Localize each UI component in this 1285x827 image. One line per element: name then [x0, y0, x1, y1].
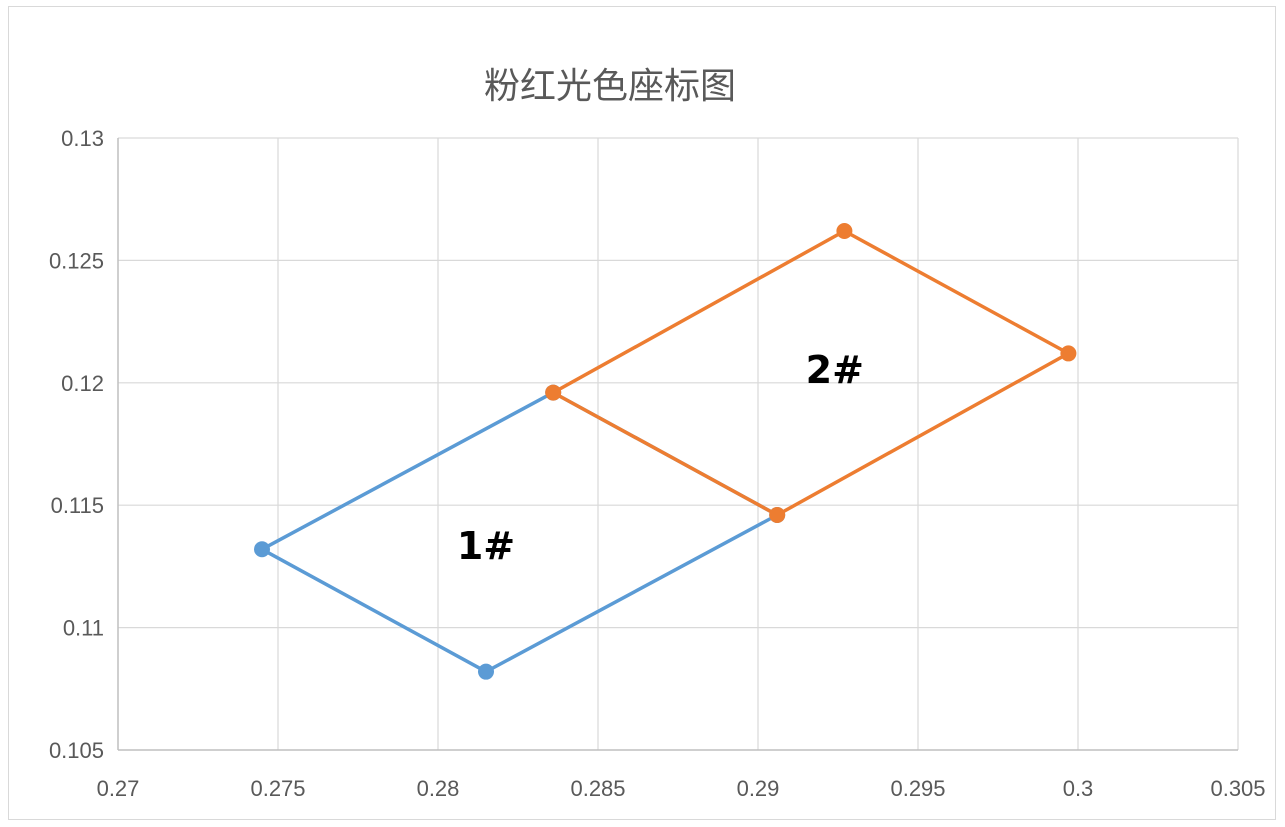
x-tick-label: 0.29 [737, 776, 780, 801]
series-2-point [545, 384, 562, 401]
annotation-label-1: 1# [457, 524, 515, 568]
x-tick-label: 0.28 [417, 776, 460, 801]
annotation-layer: 1# 2# [457, 348, 864, 568]
annotation-label-2: 2# [806, 348, 864, 392]
series-layer [254, 223, 1077, 680]
series-2-point [769, 506, 786, 523]
x-tick-label: 0.305 [1210, 776, 1265, 801]
series-1-point [478, 663, 494, 680]
series-2-point [1060, 345, 1077, 362]
y-tick-label: 0.105 [49, 738, 104, 763]
grid-layer [118, 137, 1239, 750]
y-tick-label: 0.11 [63, 616, 104, 641]
series-1-line [261, 390, 779, 674]
chart-frame [8, 6, 1276, 820]
x-tick-label: 0.295 [890, 776, 945, 801]
x-tick-label: 0.275 [250, 776, 305, 801]
chart-title: 粉红光色座标图 [484, 66, 736, 107]
y-tick-label: 0.115 [51, 493, 104, 518]
x-tick-label: 0.285 [570, 776, 625, 801]
x-tick-label: 0.27 [97, 776, 140, 801]
x-tick-label: 0.3 [1063, 776, 1094, 801]
y-tick-label: 0.13 [61, 126, 104, 151]
y-tick-label: 0.125 [49, 248, 104, 273]
series-2-point [836, 223, 853, 240]
y-tick-label: 0.12 [61, 371, 104, 396]
axis-layer: 0.27 0.275 0.28 0.285 0.29 0.295 0.3 0.305 0.105… [49, 126, 1266, 801]
series-1-point [254, 541, 270, 558]
